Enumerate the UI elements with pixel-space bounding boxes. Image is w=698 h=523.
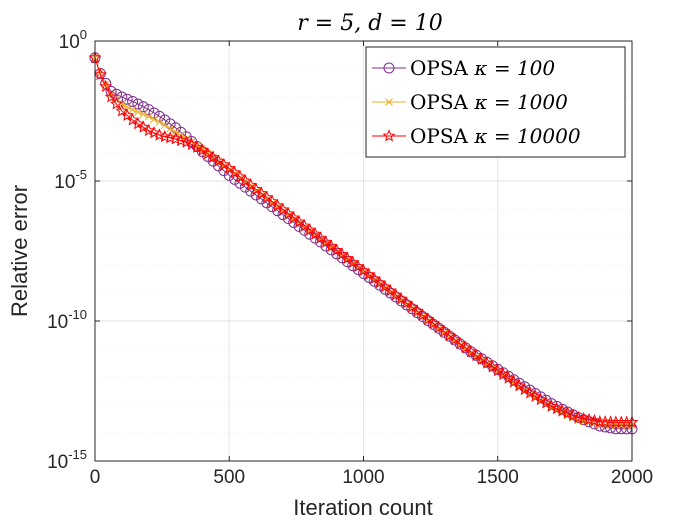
data-point	[555, 404, 569, 417]
data-point	[99, 79, 113, 93]
data-point	[169, 132, 183, 145]
axis-ticks: 0 500 1000 1500 2000 100 10-5 10-10 10-15	[47, 27, 653, 488]
data-point	[534, 392, 548, 406]
data-point	[100, 77, 112, 89]
data-point	[518, 382, 532, 396]
data-point	[142, 123, 156, 137]
series-3	[88, 50, 639, 428]
data-point	[132, 98, 144, 110]
data-point	[143, 104, 155, 116]
data-point	[104, 90, 118, 103]
data-point	[605, 422, 617, 434]
data-point	[550, 401, 564, 415]
data-point	[148, 107, 160, 119]
y-tick-label: 100	[59, 27, 87, 53]
x-tick-label: 1000	[342, 467, 384, 488]
data-point	[93, 67, 107, 81]
x-tick-label: 2000	[611, 467, 653, 488]
x-tick-label: 1500	[477, 467, 519, 488]
data-point	[147, 126, 161, 139]
data-point	[127, 95, 139, 107]
data-point	[179, 135, 193, 148]
data-point	[566, 408, 580, 421]
data-point	[110, 97, 123, 110]
legend-entry: OPSA κ = 10000	[410, 124, 581, 148]
data-point	[171, 128, 180, 136]
data-point	[128, 105, 137, 114]
data-point	[166, 124, 175, 133]
data-point	[134, 108, 142, 116]
y-tick-label: 10-5	[54, 167, 87, 193]
data-point	[153, 110, 165, 122]
chart-title: r = 5, d = 10	[297, 11, 442, 36]
data-point	[160, 121, 169, 130]
legend-marker	[382, 129, 396, 142]
data-point	[136, 120, 150, 133]
data-point	[139, 110, 148, 119]
y-tick-label: 10-10	[47, 307, 87, 333]
data-point	[185, 137, 199, 151]
data-point	[544, 399, 558, 412]
legend-marker	[385, 98, 393, 106]
legend-entry: OPSA κ = 100	[410, 56, 555, 80]
data-point	[561, 406, 575, 419]
y-tick-label: 10-15	[47, 447, 87, 473]
data-point	[137, 101, 149, 113]
data-point	[190, 140, 204, 153]
data-point	[539, 396, 553, 409]
legend-entry: OPSA κ = 1000	[410, 90, 568, 114]
data-point	[610, 423, 622, 435]
data-point	[594, 420, 606, 432]
x-axis-label: Iteration count	[293, 495, 432, 520]
data-point	[150, 115, 158, 124]
x-tick-label: 500	[213, 467, 245, 488]
data-point	[615, 423, 627, 435]
data-point	[155, 118, 164, 127]
data-point	[131, 117, 145, 130]
legend-box	[365, 46, 626, 158]
legend: OPSA κ = 100 OPSA κ = 1000 OPSA κ = 10000	[365, 46, 626, 158]
data-point	[528, 389, 542, 402]
x-tick-label: 0	[90, 467, 101, 488]
data-point	[523, 386, 537, 399]
data-point	[121, 93, 133, 105]
data-point	[174, 133, 188, 147]
data-point	[144, 112, 153, 121]
data-point	[152, 128, 166, 141]
legend-marker	[383, 62, 395, 74]
series-layer	[88, 50, 639, 435]
y-axis-label: Relative error	[7, 185, 32, 317]
